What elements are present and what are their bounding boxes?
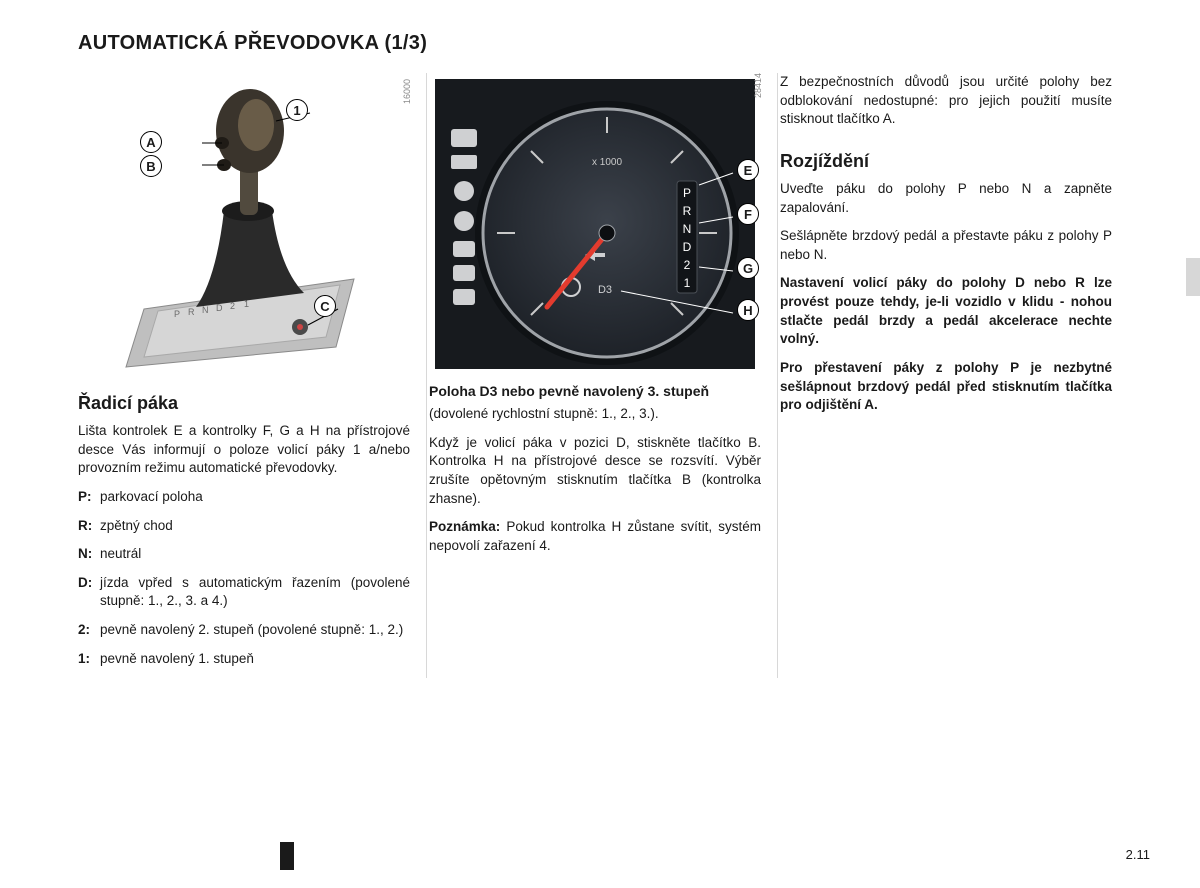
figure-gear-lever: 16000 PRN D2 1 — [78, 79, 410, 379]
svg-text:2: 2 — [230, 301, 235, 311]
col1-h2: Řadicí páka — [78, 393, 410, 414]
callout-1: 1 — [286, 99, 308, 121]
callout-a: A — [140, 131, 162, 153]
col3-p5: Pro přestavení páky z polohy P je nezbyt… — [780, 359, 1112, 415]
col3-h2: Rozjíždění — [780, 151, 1112, 172]
column-2: 28414 — [429, 73, 775, 678]
col2-p3: Poznámka: Pokud kontrolka H zůstane svít… — [429, 518, 761, 555]
col2-h3: Poloha D3 nebo pevně navolený 3. stupeň — [429, 383, 761, 399]
svg-text:P: P — [174, 309, 180, 319]
callout-g: G — [737, 257, 759, 279]
col3-p3: Sešlápněte brzdový pedál a přestavte pák… — [780, 227, 1112, 264]
callout-h: H — [737, 299, 759, 321]
title-text: AUTOMATICKÁ PŘEVODOVKA — [78, 32, 379, 54]
gear-lever-illustration: PRN D2 1 — [104, 79, 384, 375]
svg-text:1: 1 — [684, 276, 691, 290]
def-r: R:zpětný chod — [78, 517, 410, 536]
svg-text:N: N — [683, 222, 692, 236]
def-1: 1:pevně navolený 1. stupeň — [78, 650, 410, 669]
svg-text:2: 2 — [684, 258, 691, 272]
footer-mark — [280, 842, 294, 870]
callout-c: C — [314, 295, 336, 317]
svg-text:D: D — [216, 303, 223, 313]
col3-p1: Z bezpečnostních důvodů jsou určité polo… — [780, 73, 1112, 129]
col2-p1: (dovolené rychlostní stupně: 1., 2., 3.)… — [429, 405, 761, 424]
note-label: Poznámka: — [429, 519, 500, 534]
columns: 16000 PRN D21 — [78, 73, 1150, 678]
gear-definitions: P:parkovací poloha R:zpětný chod N:neutr… — [78, 488, 410, 668]
def-n: N:neutrál — [78, 545, 410, 564]
figure-dashboard: 28414 — [429, 73, 761, 373]
image-id-1: 16000 — [402, 79, 412, 104]
col1-intro: Lišta kontrolek E a kontrolky F, G a H n… — [78, 422, 410, 478]
rpm-label: x 1000 — [592, 157, 622, 168]
thumb-tab — [1186, 258, 1200, 296]
dashboard-illustration: x 1000 D3 P R N D 2 1 — [435, 73, 755, 373]
def-2: 2:pevně navolený 2. stupeň (povolené stu… — [78, 621, 410, 640]
warning-icons — [451, 129, 477, 305]
page-title: AUTOMATICKÁ PŘEVODOVKA (1/3) — [78, 32, 1150, 55]
svg-text:R: R — [683, 204, 692, 218]
column-3: Z bezpečnostních důvodů jsou určité polo… — [780, 73, 1126, 678]
def-p: P:parkovací poloha — [78, 488, 410, 507]
svg-text:N: N — [202, 305, 209, 315]
svg-text:P: P — [683, 186, 691, 200]
col3-p4: Nastavení volicí páky do polohy D nebo R… — [780, 274, 1112, 349]
callout-b: B — [140, 155, 162, 177]
callout-e: E — [737, 159, 759, 181]
svg-text:D: D — [683, 240, 692, 254]
def-d: D:jízda vpřed s automatickým řazením (po… — [78, 574, 410, 611]
image-id-2: 28414 — [753, 73, 763, 98]
callout-f: F — [737, 203, 759, 225]
page-number: 2.11 — [1126, 847, 1150, 862]
column-divider-2 — [777, 73, 778, 678]
d3-label: D3 — [598, 284, 612, 296]
column-1: 16000 PRN D2 1 — [78, 73, 424, 678]
col2-p2: Když je volicí páka v pozici D, stisknět… — [429, 434, 761, 509]
column-divider-1 — [426, 73, 427, 678]
col3-p2: Uveďte páku do polohy P nebo N a zapněte… — [780, 180, 1112, 217]
title-part: (1/3) — [385, 32, 428, 54]
svg-text:R: R — [188, 307, 195, 317]
